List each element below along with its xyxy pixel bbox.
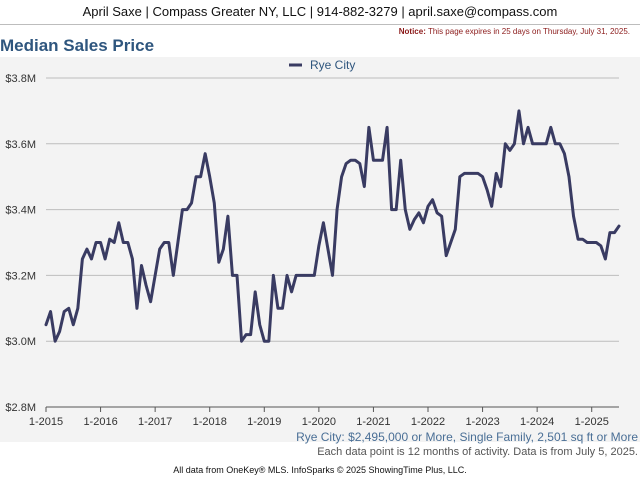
axes: $2.8M $3.0M $3.2M $3.4M $3.6M $3.8M 1-2015 1-20… [5,73,619,428]
x-tick-label: 1-2015 [29,416,63,428]
y-tick-label: $3.0M [5,336,36,348]
x-tick-label: 1-2025 [575,416,609,428]
x-tick-label: 1-2019 [247,416,281,428]
x-tick-label: 1-2016 [83,416,117,428]
y-tick-label: $3.6M [5,139,36,151]
y-tick-label: $3.4M [5,205,36,217]
expiry-notice: Notice: This page expires in 25 days on … [399,27,630,36]
data-credit: All data from OneKey® MLS. InfoSparks © … [173,465,467,475]
chart-filter-subtitle: Rye City: $2,495,000 or More, Single Fam… [296,430,638,444]
x-tick-label: 1-2020 [302,416,336,428]
agent-contact-text: April Saxe | Compass Greater NY, LLC | 9… [82,4,558,19]
notice-label: Notice: [398,27,426,36]
x-tick-label: 1-2021 [356,416,390,428]
x-tick-label: 1-2023 [465,416,499,428]
y-tick-label: $3.8M [5,73,36,85]
x-tick-label: 1-2018 [193,416,227,428]
chart-title: Median Sales Price [0,36,155,55]
agent-contact-header: April Saxe | Compass Greater NY, LLC | 9… [0,0,640,25]
x-tick-label: 1-2017 [138,416,172,428]
x-tick-label: 1-2022 [411,416,445,428]
y-tick-label: $3.2M [5,270,36,282]
data-note: Each data point is 12 months of activity… [317,446,638,458]
series-line-rye-city [44,109,621,343]
notice-text: This page expires in 25 days on Thursday… [427,27,630,36]
series-layer [44,109,621,343]
legend-label: Rye City [310,58,355,72]
y-tick-label: $2.8M [5,402,36,414]
x-tick-label: 1-2024 [520,416,554,428]
gridlines [46,77,619,408]
legend: Rye City [289,58,355,72]
